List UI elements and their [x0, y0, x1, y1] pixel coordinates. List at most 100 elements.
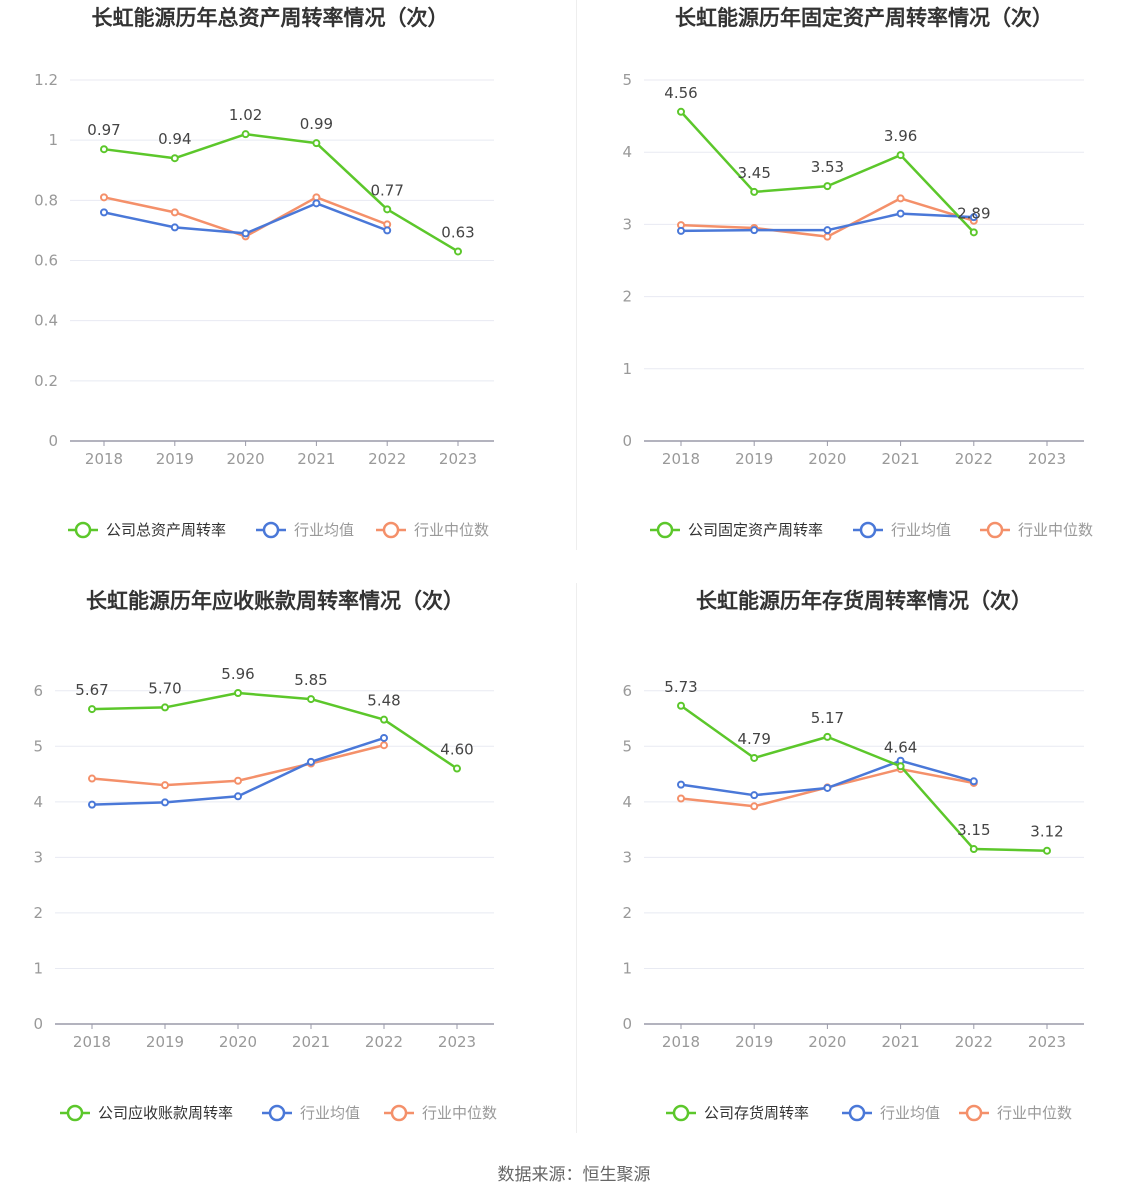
x-tick-label: 2022 — [365, 1033, 403, 1051]
data-point[interactable] — [823, 732, 832, 741]
x-tick-label: 2019 — [735, 1033, 773, 1051]
data-point[interactable] — [88, 774, 96, 783]
data-label: 4.56 — [664, 84, 697, 102]
x-tick-label: 2020 — [227, 450, 265, 468]
y-tick-label: 4 — [622, 143, 632, 161]
data-point[interactable] — [241, 229, 250, 238]
legend-label[interactable]: 行业均值 — [294, 521, 354, 539]
data-point[interactable] — [161, 798, 169, 807]
data-point[interactable] — [380, 733, 388, 742]
data-point[interactable] — [750, 802, 759, 811]
legend-label[interactable]: 行业均值 — [300, 1104, 360, 1122]
data-point[interactable] — [100, 208, 108, 217]
data-point[interactable] — [312, 199, 321, 208]
data-point[interactable] — [170, 223, 179, 232]
data-point[interactable] — [823, 783, 832, 792]
legend-label[interactable]: 行业中位数 — [422, 1104, 497, 1122]
data-point[interactable] — [380, 715, 388, 724]
data-point[interactable] — [307, 695, 315, 704]
data-point[interactable] — [88, 800, 96, 809]
x-tick-label: 2019 — [146, 1033, 184, 1051]
data-label: 5.70 — [148, 679, 181, 697]
data-point[interactable] — [1043, 846, 1051, 855]
data-point[interactable] — [969, 213, 978, 222]
chart-svg: 长虹能源历年应收账款周转率情况（次） 0 1 2 3 4 5 6 2018 2019 2020 202… — [33, 589, 497, 1122]
data-point[interactable] — [823, 226, 832, 235]
legend-label[interactable]: 行业均值 — [880, 1104, 940, 1122]
data-label: 3.96 — [884, 127, 917, 145]
data-point[interactable] — [750, 791, 759, 800]
data-point[interactable] — [234, 792, 242, 801]
data-point[interactable] — [453, 764, 461, 773]
legend-label[interactable]: 公司存货周转率 — [704, 1104, 809, 1122]
legend-marker-circle[interactable] — [262, 521, 280, 539]
legend-marker-circle[interactable] — [672, 1104, 690, 1122]
data-point[interactable] — [88, 705, 96, 714]
data-point[interactable] — [307, 757, 315, 766]
data-point[interactable] — [100, 145, 108, 154]
data-point[interactable] — [896, 762, 905, 771]
chart-svg: 长虹能源历年固定资产周转率情况（次） 0 1 2 3 4 5 2018 2019 2020 2021… — [622, 6, 1093, 539]
data-label: 4.60 — [440, 741, 473, 759]
data-point[interactable] — [677, 780, 685, 789]
y-tick-label: 4 — [33, 793, 43, 811]
data-point[interactable] — [380, 741, 388, 750]
data-point[interactable] — [896, 194, 905, 203]
data-label: 1.02 — [229, 106, 262, 124]
legend-marker-circle[interactable] — [382, 521, 400, 539]
data-point[interactable] — [969, 845, 978, 854]
data-point[interactable] — [100, 193, 108, 202]
series-line — [103, 132, 459, 253]
data-point[interactable] — [241, 130, 250, 139]
legend-marker-circle[interactable] — [74, 521, 92, 539]
data-point[interactable] — [234, 776, 242, 785]
data-point[interactable] — [454, 247, 462, 256]
data-point[interactable] — [170, 154, 179, 163]
data-point[interactable] — [170, 208, 179, 217]
legend-marker-circle[interactable] — [656, 521, 674, 539]
data-point[interactable] — [823, 232, 832, 241]
legend-label[interactable]: 行业均值 — [891, 521, 951, 539]
data-point[interactable] — [896, 209, 905, 218]
y-tick-label: 2 — [33, 904, 43, 922]
data-point[interactable] — [234, 688, 242, 697]
legend-label[interactable]: 行业中位数 — [1018, 521, 1093, 539]
data-point[interactable] — [161, 703, 169, 712]
legend-marker-circle[interactable] — [859, 521, 877, 539]
legend-marker-circle[interactable] — [390, 1104, 408, 1122]
data-label: 4.79 — [737, 730, 770, 748]
legend-label[interactable]: 行业中位数 — [997, 1104, 1072, 1122]
data-point[interactable] — [750, 187, 759, 196]
data-point[interactable] — [677, 701, 685, 710]
legend-label[interactable]: 行业中位数 — [414, 521, 489, 539]
data-point[interactable] — [896, 151, 905, 160]
data-point[interactable] — [823, 182, 832, 191]
data-point[interactable] — [677, 226, 685, 235]
legend-marker-circle[interactable] — [268, 1104, 286, 1122]
data-label: 3.53 — [811, 158, 844, 176]
y-tick-label: 1 — [33, 959, 43, 977]
data-point[interactable] — [750, 226, 759, 235]
data-point[interactable] — [312, 139, 321, 148]
data-point[interactable] — [161, 781, 169, 790]
legend-label[interactable]: 公司应收账款周转率 — [98, 1104, 233, 1122]
chart-title: 长虹能源历年存货周转率情况（次） — [696, 589, 1032, 613]
x-tick-label: 2021 — [882, 450, 920, 468]
data-point[interactable] — [383, 226, 392, 235]
chart-title: 长虹能源历年固定资产周转率情况（次） — [675, 6, 1053, 30]
divider-bottom — [576, 583, 577, 1133]
y-tick-label: 2 — [622, 904, 632, 922]
data-point[interactable] — [383, 205, 392, 214]
legend-label[interactable]: 公司总资产周转率 — [106, 521, 226, 539]
data-label: 5.67 — [75, 681, 108, 699]
legend-marker-circle[interactable] — [66, 1104, 84, 1122]
data-point[interactable] — [677, 794, 685, 803]
data-point[interactable] — [969, 228, 978, 237]
data-point[interactable] — [750, 753, 759, 762]
legend-marker-circle[interactable] — [965, 1104, 983, 1122]
legend-marker-circle[interactable] — [848, 1104, 866, 1122]
legend-marker-circle[interactable] — [986, 521, 1004, 539]
legend-label[interactable]: 公司固定资产周转率 — [688, 521, 823, 539]
data-point[interactable] — [969, 777, 978, 786]
data-point[interactable] — [677, 107, 685, 116]
